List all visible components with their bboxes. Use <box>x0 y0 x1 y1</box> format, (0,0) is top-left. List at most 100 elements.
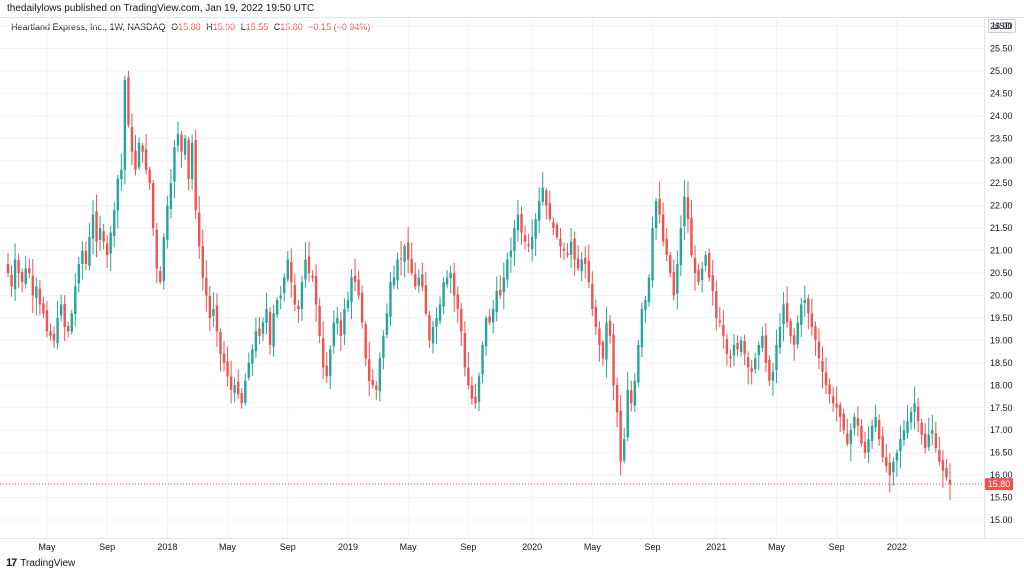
price-axis[interactable]: 15.00 15.50 16.00 16.50 17.00 17.50 18.00 18.50… <box>990 21 1013 525</box>
candle-body <box>821 361 824 372</box>
legend-high-key: H <box>206 22 213 32</box>
candle-body <box>633 380 637 406</box>
candle-body <box>49 331 52 336</box>
time-tick-label: 2018 <box>157 542 177 552</box>
candle-body <box>445 277 449 285</box>
price-chart[interactable]: 15.00 15.50 16.00 16.50 17.00 17.50 18.00 18.50… <box>0 17 1024 555</box>
candle <box>261 317 265 342</box>
candle-body <box>722 324 725 336</box>
candle <box>725 333 729 366</box>
candle <box>881 426 884 463</box>
candle <box>123 75 127 185</box>
candle-body <box>113 210 116 236</box>
candle-body <box>403 246 406 262</box>
candle-body <box>814 326 817 341</box>
candle <box>84 241 88 271</box>
candle-body <box>545 190 548 206</box>
candle-body <box>392 277 396 286</box>
candle-body <box>630 389 633 404</box>
candle-body <box>91 214 95 239</box>
tradingview-brand[interactable]: 17 TradingView <box>6 557 75 569</box>
candle-body <box>552 222 555 229</box>
candle <box>778 313 782 355</box>
candle <box>59 294 63 322</box>
price-tick-label: 20.00 <box>990 290 1013 300</box>
candle <box>297 299 300 323</box>
candle <box>428 310 431 348</box>
candle-body <box>283 277 286 293</box>
candle <box>343 298 346 345</box>
time-axis[interactable]: May Sep 2018 May Sep 2019 May Sep 2020 May Sep 2021… <box>38 542 906 552</box>
header-divider <box>0 17 1024 18</box>
candle <box>254 317 258 359</box>
candle <box>683 180 686 240</box>
candle-body <box>215 305 219 332</box>
candle <box>718 306 722 328</box>
candle <box>321 321 325 380</box>
candle-body <box>817 341 821 359</box>
candle-body <box>824 372 828 386</box>
candle <box>849 423 853 462</box>
candle-body <box>81 250 84 265</box>
candle-body <box>800 304 803 325</box>
candle-body <box>176 133 180 146</box>
candle <box>651 216 654 288</box>
candle <box>934 421 938 453</box>
candle-body <box>927 434 930 448</box>
candle <box>67 321 70 338</box>
candle <box>916 397 920 432</box>
candle-body <box>463 333 467 368</box>
candle <box>895 449 899 477</box>
candle <box>587 244 590 288</box>
candle <box>28 258 31 279</box>
candle <box>63 295 66 342</box>
candle-body <box>190 142 194 180</box>
candle-body <box>771 371 775 381</box>
candle <box>573 231 576 276</box>
candle-body <box>300 281 304 309</box>
candle-body <box>888 462 891 476</box>
candle-body <box>477 376 481 402</box>
candle-body <box>538 201 541 221</box>
candle-body <box>750 368 753 372</box>
candle-body <box>913 403 916 413</box>
candle-body <box>399 258 403 260</box>
candle-body <box>378 358 382 392</box>
candle-body <box>261 322 265 334</box>
candle <box>502 262 505 310</box>
candle <box>265 292 268 335</box>
candle-body <box>77 264 81 284</box>
candle-body <box>17 260 20 274</box>
currency-button[interactable]: USD <box>988 19 1016 33</box>
candle-body <box>683 196 686 227</box>
candle <box>396 252 399 290</box>
chart-legend: Heartland Express, Inc., 1W, NASDAQ O15.… <box>11 22 370 32</box>
candle-body <box>435 317 438 327</box>
candle <box>435 307 438 344</box>
candle <box>290 248 293 298</box>
price-tick-label: 19.00 <box>990 335 1013 345</box>
candle-body <box>513 228 516 252</box>
candle-body <box>647 277 651 303</box>
candle <box>754 352 757 374</box>
candle <box>95 194 98 258</box>
candle-body <box>141 145 144 152</box>
candle <box>88 223 91 271</box>
candle-body <box>293 285 297 305</box>
tradingview-logo-icon: 17 <box>6 557 17 569</box>
candle <box>166 195 169 249</box>
price-tick-label: 22.50 <box>990 178 1013 188</box>
time-tick-label: May <box>219 542 237 552</box>
candle-body <box>792 335 796 345</box>
candle <box>74 273 77 327</box>
candle-body <box>424 285 428 314</box>
candle-body <box>406 242 410 260</box>
candle <box>371 369 374 389</box>
candle-body <box>421 274 424 287</box>
candle <box>846 418 849 447</box>
price-tick-label: 20.50 <box>990 268 1013 278</box>
candle <box>484 315 488 356</box>
candle <box>732 333 736 366</box>
candle <box>626 371 629 442</box>
candle <box>584 246 587 279</box>
